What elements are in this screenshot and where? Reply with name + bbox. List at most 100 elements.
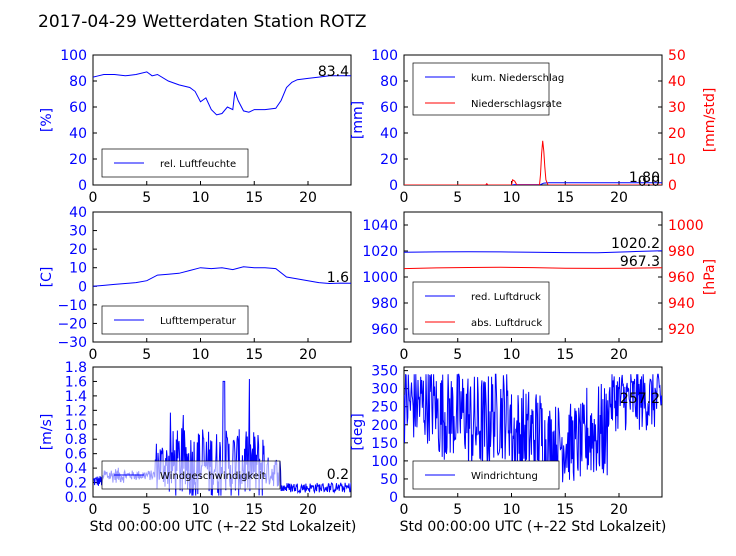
panel-5: 0 5 10 15 200.00.20.40.60.81.01.21.41.61.8[m… <box>39 360 352 518</box>
series-line-1 <box>404 182 662 185</box>
x-axis-label-left: Std 00:00:00 UTC (+-22 Std Lokalzeit) <box>90 519 357 535</box>
legend-label: Windgeschwindigkeit <box>160 471 266 482</box>
legend-label: abs. Luftdruck <box>471 318 542 329</box>
legend-label: Niederschlagsrate <box>471 99 562 110</box>
x-tick-label: 15 <box>245 347 263 363</box>
last-value-label: 1020.2 <box>611 236 660 252</box>
x-tick-label: 20 <box>610 190 628 206</box>
x-tick-label: 5 <box>142 190 151 206</box>
y-tick-label: 150 <box>371 436 398 452</box>
y-tick-label: 10 <box>69 261 87 277</box>
y-tick-label: 40 <box>69 205 87 221</box>
series-line-1 <box>93 71 351 116</box>
x-tick-label: 0 <box>89 190 98 206</box>
plot-frame <box>92 366 352 498</box>
y-tick-label: 1.4 <box>65 389 87 405</box>
y-tick-label: 80 <box>380 74 398 90</box>
y-tick-label: 0.0 <box>65 490 87 506</box>
y-tick-label: −30 <box>57 335 87 351</box>
y-tick-label: −10 <box>57 298 87 314</box>
x-tick-label: 0 <box>400 347 409 363</box>
y-tick-label: 100 <box>60 48 87 64</box>
plot-frame <box>92 54 352 186</box>
y-tick-label: 40 <box>380 126 398 142</box>
x-tick-label: 0 <box>89 347 98 363</box>
y-tick-label: 0 <box>78 279 87 295</box>
y-tick-label: 1.6 <box>65 374 87 390</box>
y2-tick-label: 940 <box>668 296 695 312</box>
y-tick-label: 1.8 <box>65 360 87 376</box>
y-tick-label: 0.8 <box>65 432 87 448</box>
x-tick-label: 10 <box>503 502 521 518</box>
y-tick-label: 40 <box>69 126 87 142</box>
y-tick-label: 50 <box>380 472 398 488</box>
x-tick-label: 20 <box>610 347 628 363</box>
y-tick-label: 0.6 <box>65 447 87 463</box>
y-tick-label: 20 <box>380 152 398 168</box>
x-axis-label-right: Std 00:00:00 UTC (+-22 Std Lokalzeit) <box>400 519 667 535</box>
legend-box <box>412 281 550 335</box>
x-tick-label: 5 <box>453 190 462 206</box>
x-tick-label: 10 <box>192 190 210 206</box>
y2-tick-label: 920 <box>668 322 695 338</box>
y-tick-label: 0 <box>389 490 398 506</box>
x-tick-label: 0 <box>400 502 409 518</box>
y-axis-label: [mm] <box>350 101 366 139</box>
y-tick-label: 100 <box>371 48 398 64</box>
x-tick-label: 15 <box>556 502 574 518</box>
legend-label: kum. Niederschlag <box>471 73 564 84</box>
x-tick-label: 10 <box>503 347 521 363</box>
y2-tick-label: 40 <box>668 74 686 90</box>
y2-tick-label: 10 <box>668 152 686 168</box>
y-tick-label: 0 <box>389 178 398 194</box>
panel-3: 0 5 10 15 20 −30 −20 −10 0 10 20 30 40 [C] Lufttempera… <box>39 205 352 363</box>
y-tick-label: 60 <box>69 100 87 116</box>
y-tick-label: 20 <box>69 242 87 258</box>
y-tick-label: 20 <box>69 152 87 168</box>
y-tick-label: 980 <box>371 296 398 312</box>
legend-label: red. Luftdruck <box>471 292 541 303</box>
y-tick-label: 1000 <box>362 270 398 286</box>
legend-box <box>412 62 550 116</box>
y2-axis-label: [hPa] <box>702 259 718 295</box>
last-value-label: 0.0 <box>638 174 660 190</box>
x-tick-label: 15 <box>556 347 574 363</box>
x-tick-label: 20 <box>299 502 317 518</box>
last-value-label: 257.2 <box>620 391 660 407</box>
y2-tick-label: 1000 <box>668 218 704 234</box>
x-tick-label: 15 <box>245 190 263 206</box>
x-tick-label: 20 <box>299 190 317 206</box>
y2-tick-label: 960 <box>668 270 695 286</box>
y2-tick-label: 50 <box>668 48 686 64</box>
y-tick-label: 30 <box>69 224 87 240</box>
x-tick-label: 5 <box>453 502 462 518</box>
last-value-label: 0.2 <box>327 467 349 483</box>
series-line-2 <box>404 140 662 185</box>
x-tick-label: 15 <box>245 502 263 518</box>
y-tick-label: 250 <box>371 400 398 416</box>
y-tick-label: 1.0 <box>65 418 87 434</box>
x-tick-label: 20 <box>299 347 317 363</box>
panel-4: 0 5 10 15 20 960 980 1000 1020 1040 920 940 960 980 10… <box>362 211 718 363</box>
x-tick-label: 20 <box>610 502 628 518</box>
panel-6: 0 5 10 15 20050100150200250300350[deg]Windri… <box>350 364 663 518</box>
y2-axis-label: [mm/std] <box>702 88 718 153</box>
y-tick-label: 960 <box>371 322 398 338</box>
last-value-label: 967.3 <box>620 254 660 270</box>
y2-tick-label: 0 <box>668 178 677 194</box>
last-value-label: 1.80 <box>629 170 660 186</box>
y-tick-label: 0.4 <box>65 461 87 477</box>
x-tick-label: 10 <box>192 347 210 363</box>
last-value-label: 1.6 <box>327 270 349 286</box>
y-axis-label: [%] <box>39 108 55 132</box>
plot-frame <box>92 211 352 343</box>
panel-1: 0 5 10 15 20 0 20 40 60 80 100 [%] rel. Luftfeuchte 8… <box>39 48 352 206</box>
y-tick-label: 1020 <box>362 244 398 260</box>
x-tick-label: 10 <box>192 502 210 518</box>
y-tick-label: 300 <box>371 382 398 398</box>
x-tick-label: 0 <box>89 502 98 518</box>
panel-2: 0 5 10 15 20 0 20 40 60 80 100 0 10 20 30 40 50 [mm] [mm/s… <box>350 48 718 206</box>
legend-label: Windrichtung <box>471 471 538 482</box>
y-tick-label: 200 <box>371 418 398 434</box>
